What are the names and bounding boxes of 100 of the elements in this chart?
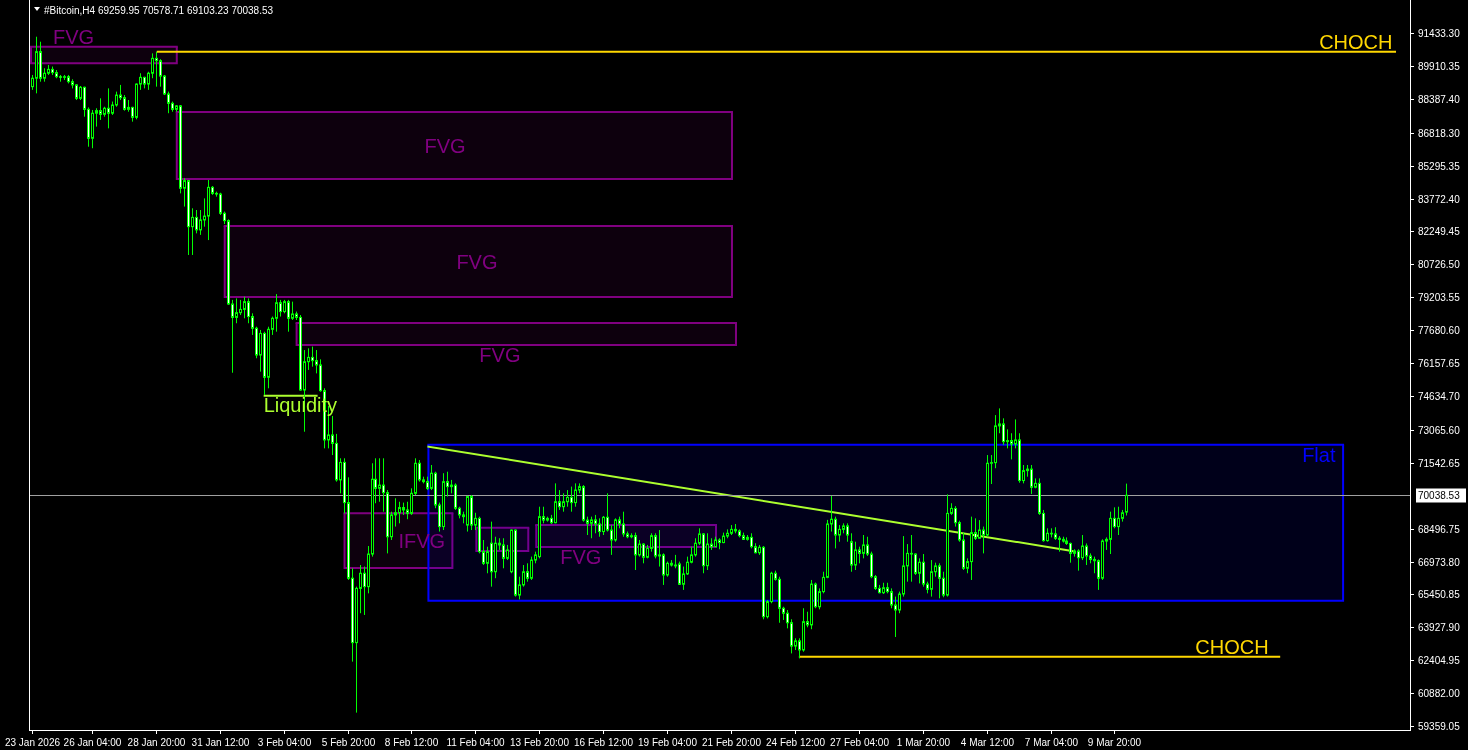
candlestick xyxy=(530,556,533,581)
x-tick-label: 27 Feb 04:00 xyxy=(830,736,890,748)
x-tick-label: 28 Jan 20:00 xyxy=(127,736,186,748)
candlestick xyxy=(486,546,489,574)
candlestick xyxy=(1125,483,1128,516)
candlestick xyxy=(914,552,917,576)
candlestick xyxy=(682,566,685,591)
y-tick-label: 85295.35 xyxy=(1418,161,1461,172)
chart-title: #Bitcoin,H4 69259.95 70578.71 69103.23 70038.53 xyxy=(44,4,274,16)
candlestick xyxy=(846,522,849,543)
candlestick xyxy=(834,516,837,549)
y-tick-label: 62404.95 xyxy=(1418,655,1461,666)
candlestick xyxy=(378,457,381,503)
annotation: FVG xyxy=(424,134,466,157)
annotation: FVG xyxy=(456,250,498,273)
y-tick-label: 71542.65 xyxy=(1418,458,1461,469)
x-tick-label: 1 Mar 20:00 xyxy=(896,736,951,748)
candlestick xyxy=(614,517,617,543)
candlestick xyxy=(890,587,893,609)
y-tick-label: 79203.55 xyxy=(1418,292,1461,303)
y-tick-label: 74634.70 xyxy=(1418,391,1461,402)
candlestick xyxy=(526,562,529,583)
x-tick-label: 16 Feb 12:00 xyxy=(574,736,634,748)
candlestick xyxy=(107,87,110,129)
candlestick xyxy=(862,534,865,559)
candlestick xyxy=(922,553,925,588)
y-tick-label: 88387.40 xyxy=(1418,94,1461,105)
y-tick-label: 73065.60 xyxy=(1418,425,1461,436)
candlestick xyxy=(590,516,593,539)
annotation: FVG xyxy=(52,26,95,49)
x-tick-label: 31 Jan 12:00 xyxy=(191,736,250,748)
candlestick xyxy=(1081,534,1084,561)
y-tick-label: 80726.50 xyxy=(1418,259,1461,270)
y-tick-label: 66973.80 xyxy=(1418,557,1461,568)
candlestick xyxy=(291,301,294,321)
x-tick-label: 5 Feb 20:00 xyxy=(321,736,376,748)
annotation: FVG xyxy=(560,546,602,569)
candlestick xyxy=(398,501,401,524)
y-tick-label: 89910.35 xyxy=(1418,61,1461,72)
x-tick-label: 9 Mar 20:00 xyxy=(1087,736,1142,748)
x-tick-label: 8 Feb 12:00 xyxy=(384,736,439,748)
candlestick xyxy=(1077,548,1080,572)
candlestick xyxy=(918,557,921,584)
candlestick xyxy=(854,541,857,571)
candlestick xyxy=(1010,432,1013,460)
y-tick-label: 76157.65 xyxy=(1418,358,1461,369)
x-tick-label: 7 Mar 04:00 xyxy=(1024,736,1079,748)
candlestick xyxy=(199,209,202,236)
x-tick-label: 21 Feb 20:00 xyxy=(702,736,762,748)
candlestick xyxy=(570,486,573,513)
annotation: CHOCH xyxy=(1195,635,1269,658)
y-tick-label: 91433.30 xyxy=(1418,28,1461,39)
candlestick xyxy=(850,532,853,573)
annotation: Flat xyxy=(1302,444,1336,467)
candlestick xyxy=(155,51,158,88)
candlestick xyxy=(554,482,557,524)
candlestick xyxy=(562,492,565,513)
ref-line-label: 70038.53 xyxy=(1418,490,1461,501)
candlestick xyxy=(594,514,597,534)
candlestick xyxy=(243,296,246,319)
candlestick xyxy=(938,562,941,599)
y-tick-label: 59359.05 xyxy=(1418,721,1461,732)
candlestick xyxy=(287,299,290,333)
y-tick-label: 65450.85 xyxy=(1418,589,1461,600)
candlestick xyxy=(1002,417,1005,446)
x-tick-label: 11 Feb 04:00 xyxy=(446,736,506,748)
candlestick xyxy=(1085,542,1088,566)
candlestick xyxy=(235,297,238,324)
candlestick xyxy=(642,542,645,564)
annotation: CHOCH xyxy=(1319,30,1393,53)
candlestick xyxy=(311,346,314,368)
candlestick xyxy=(99,97,102,121)
x-tick-label: 4 Mar 12:00 xyxy=(960,736,1015,748)
y-tick-label: 82249.45 xyxy=(1418,226,1461,237)
annotation: FVG xyxy=(479,344,521,367)
candlestick xyxy=(1109,511,1112,555)
candlestick xyxy=(978,519,981,539)
candlestick xyxy=(1117,506,1120,536)
candlestick xyxy=(195,209,198,234)
candlestick xyxy=(1030,464,1033,495)
x-tick-label: 26 Jan 04:00 xyxy=(63,736,122,748)
candlestick xyxy=(634,532,637,571)
candlestick xyxy=(502,537,505,569)
y-tick-label: 68496.75 xyxy=(1418,524,1461,535)
x-tick-label: 3 Feb 04:00 xyxy=(257,736,312,748)
y-tick-label: 77680.60 xyxy=(1418,325,1461,336)
candlestick xyxy=(602,515,605,536)
candlestick xyxy=(930,559,933,598)
candlestick xyxy=(275,293,278,333)
x-tick-label: 24 Feb 12:00 xyxy=(766,736,826,748)
candlestick xyxy=(598,517,601,538)
y-tick-label: 86818.30 xyxy=(1418,128,1461,139)
candlestick xyxy=(662,552,665,586)
candlestick xyxy=(706,532,709,571)
candlestick xyxy=(654,532,657,559)
candlestick xyxy=(622,511,625,538)
x-tick-label: 23 Jan 2026 xyxy=(4,736,61,748)
x-tick-label: 13 Feb 20:00 xyxy=(510,736,570,748)
candlestick xyxy=(574,482,577,508)
y-tick-label: 83772.40 xyxy=(1418,194,1461,205)
